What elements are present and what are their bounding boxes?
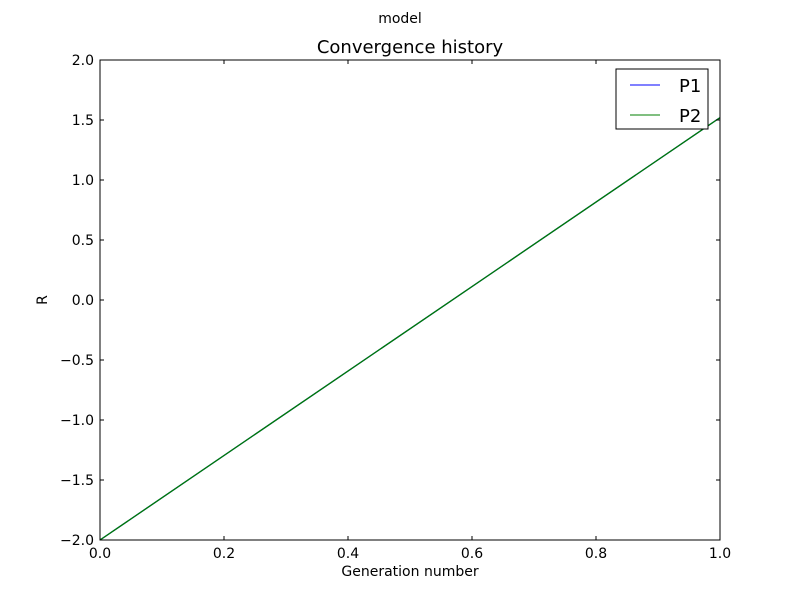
x-tick-label: 0.2	[213, 546, 235, 562]
y-tick-label: 2.0	[72, 53, 94, 69]
figure-suptitle: model	[378, 11, 422, 27]
y-tick-label: 1.5	[72, 113, 94, 129]
x-tick-label: 1.0	[709, 546, 731, 562]
legend-label-p1: P1	[679, 76, 701, 97]
y-tick-label: −1.5	[60, 473, 94, 489]
x-tick-label: 0.0	[89, 546, 111, 562]
x-axis-label: Generation number	[341, 564, 478, 580]
y-tick-label: 0.5	[72, 233, 94, 249]
legend-box	[615, 68, 709, 130]
y-tick-label: −0.5	[60, 353, 94, 369]
legend-label-p2: P2	[679, 106, 701, 127]
y-axis-label: R	[35, 295, 51, 305]
y-tick-label: −1.0	[60, 413, 94, 429]
y-axis-ticks: −2.0 −1.5 −1.0 −0.5 0.0 0.5 1.0 1.5 2.0	[60, 53, 720, 549]
chart-legend: P1 P2	[615, 68, 709, 130]
y-tick-label: 1.0	[72, 173, 94, 189]
chart-title: Convergence history	[317, 37, 504, 58]
plot-series-layer	[99, 117, 721, 541]
x-axis-ticks: 0.0 0.2 0.4 0.6 0.8 1.0	[89, 60, 731, 562]
x-tick-label: 0.6	[461, 546, 483, 562]
y-tick-label: −2.0	[60, 533, 94, 549]
series-line-p2	[99, 117, 721, 541]
x-tick-label: 0.8	[585, 546, 607, 562]
x-tick-label: 0.4	[337, 546, 359, 562]
plot-frame	[99, 59, 721, 541]
y-tick-label: 0.0	[72, 293, 94, 309]
